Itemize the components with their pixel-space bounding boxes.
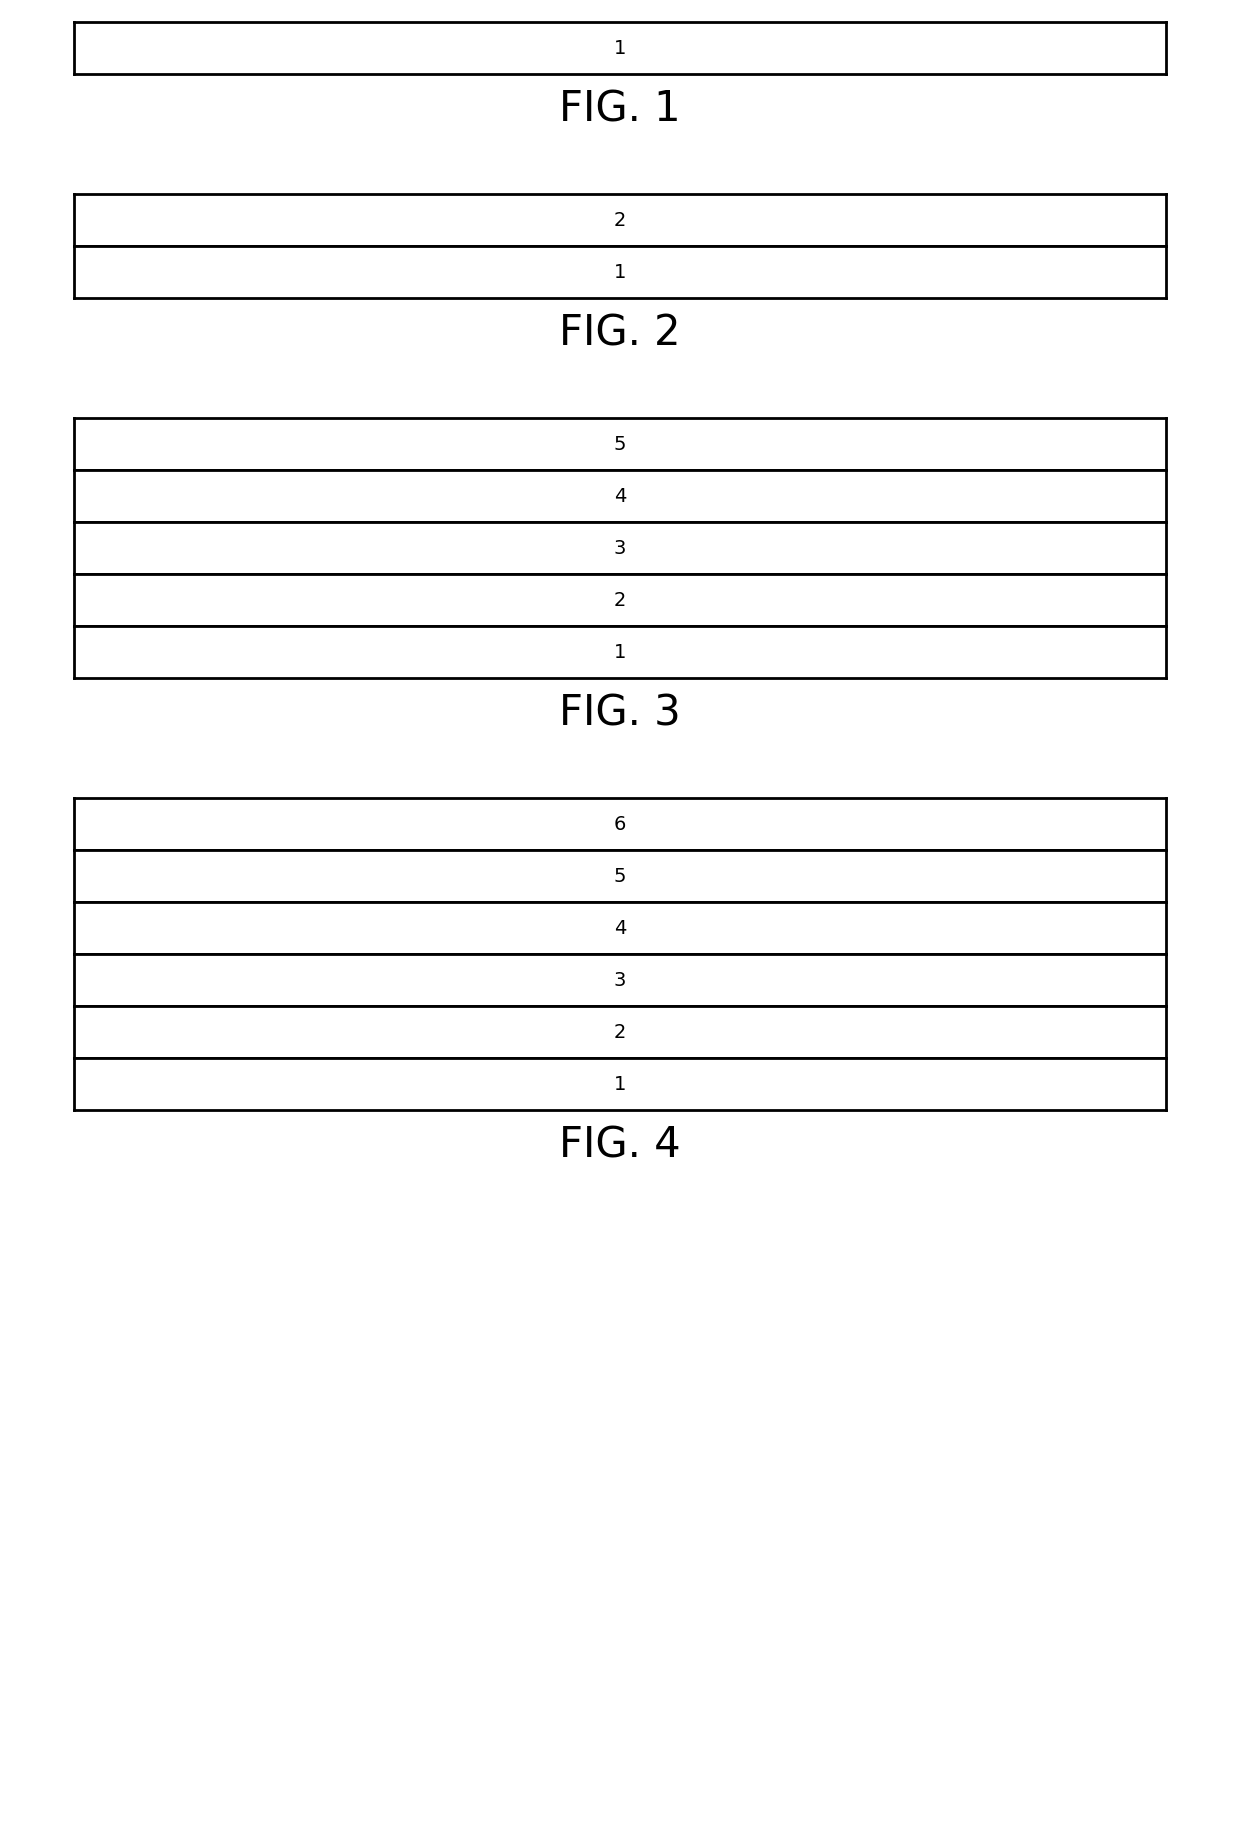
Text: 1: 1 [614,38,626,57]
Text: FIG. 3: FIG. 3 [559,692,681,734]
Text: 2: 2 [614,590,626,610]
Text: 3: 3 [614,539,626,557]
Text: FIG. 4: FIG. 4 [559,1125,681,1167]
Text: 3: 3 [614,970,626,990]
Text: 4: 4 [614,486,626,506]
Text: 5: 5 [614,867,626,886]
Text: 1: 1 [614,1074,626,1094]
Text: 2: 2 [614,210,626,230]
Text: 1: 1 [614,263,626,281]
Text: FIG. 2: FIG. 2 [559,312,681,354]
Text: 6: 6 [614,814,626,833]
Text: 4: 4 [614,918,626,937]
Text: 5: 5 [614,435,626,453]
Text: 1: 1 [614,643,626,661]
Text: FIG. 1: FIG. 1 [559,89,681,131]
Text: 2: 2 [614,1023,626,1041]
